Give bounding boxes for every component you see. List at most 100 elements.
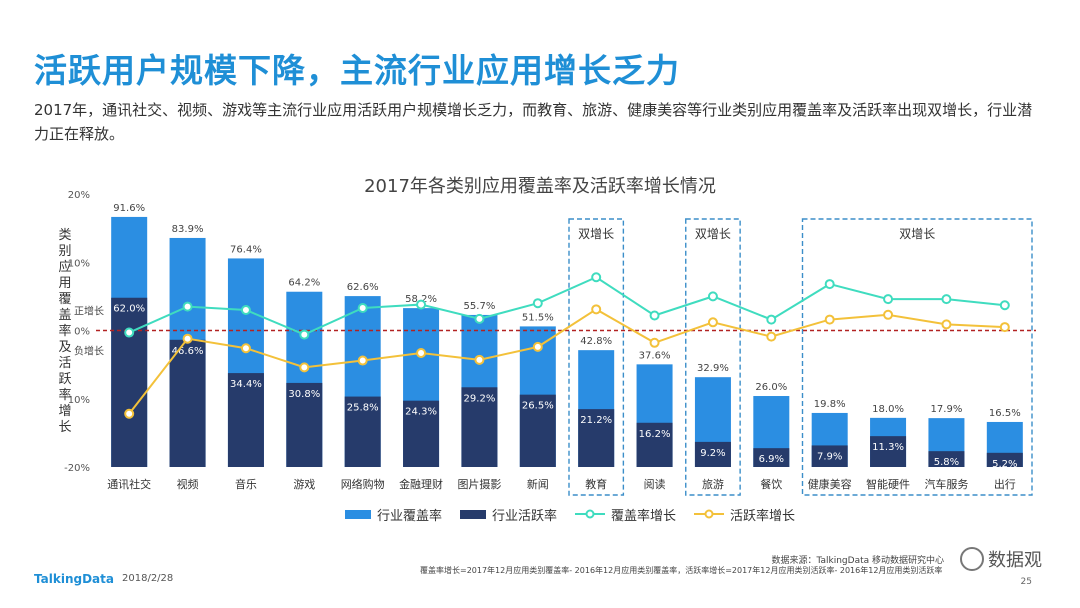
- active-value-label: 29.2%: [464, 393, 496, 404]
- active-bar: [403, 400, 440, 467]
- footer-logo: TalkingData: [34, 572, 114, 586]
- x-tick-label: 网络购物: [341, 477, 385, 491]
- legend-swatch-coverage-growth: [575, 509, 606, 519]
- active-value-label: 46.6%: [172, 346, 204, 357]
- watermark: 数据观: [960, 546, 1042, 572]
- x-tick-label: 通讯社交: [107, 477, 151, 491]
- x-tick-label: 金融理财: [399, 477, 443, 491]
- y-axis-label: 类别应用覆盖率及活跃率增长: [58, 228, 72, 435]
- y-tick-label: 0%: [74, 327, 90, 338]
- active-bar: [928, 451, 965, 467]
- coverage-growth-point: [649, 310, 660, 321]
- legend-label-active-growth: 活跃率增长: [730, 508, 796, 524]
- active-bar: [169, 339, 206, 467]
- footer-note: 覆盖率增长=2017年12月应用类别覆盖率- 2016年12月应用类别覆盖率，活…: [420, 566, 943, 575]
- y-tick-label: 10%: [68, 395, 90, 406]
- active-value-label: 6.9%: [759, 454, 784, 465]
- coverage-value-label: 17.9%: [931, 404, 963, 415]
- x-tick-label: 智能硬件: [866, 477, 910, 491]
- coverage-growth-point: [240, 305, 251, 316]
- active-value-label: 25.8%: [347, 403, 379, 414]
- double-growth-box: [801, 218, 1033, 496]
- x-tick-label: 视频: [177, 477, 199, 491]
- coverage-growth-point: [941, 294, 952, 305]
- coverage-value-label: 42.8%: [580, 336, 612, 347]
- coverage-growth-point: [883, 294, 894, 305]
- coverage-growth-point: [357, 302, 368, 313]
- active-bar: [636, 422, 673, 467]
- x-tick-label: 图片摄影: [457, 477, 501, 491]
- active-value-label: 5.2%: [992, 459, 1017, 470]
- coverage-value-label: 51.5%: [522, 312, 554, 323]
- legend-item-coverage-growth: 覆盖率增长: [575, 505, 676, 524]
- x-tick-label: 健康美容: [808, 477, 852, 491]
- legend-label-coverage: 行业覆盖率: [377, 508, 443, 524]
- coverage-value-label: 26.0%: [755, 382, 787, 393]
- active-growth-point: [416, 348, 427, 359]
- active-growth-point: [707, 317, 718, 328]
- coverage-growth-point: [124, 327, 135, 338]
- coverage-growth-point: [824, 279, 835, 290]
- active-growth-point: [124, 408, 135, 419]
- active-growth-point: [240, 343, 251, 354]
- active-value-label: 30.8%: [288, 389, 320, 400]
- active-value-label: 5.8%: [934, 457, 959, 468]
- active-growth-point: [474, 354, 485, 365]
- footer-date: 2018/2/28: [122, 573, 174, 584]
- active-bar: [753, 448, 790, 467]
- coverage-growth-point: [532, 298, 543, 309]
- chart-title: 2017年各类别应用覆盖率及活跃率增长情况: [364, 176, 716, 197]
- coverage-growth-point: [474, 313, 485, 324]
- x-tick-label: 教育: [585, 477, 607, 491]
- coverage-value-label: 37.6%: [639, 350, 671, 361]
- active-value-label: 26.5%: [522, 401, 554, 412]
- x-tick-label: 餐饮: [760, 477, 782, 491]
- active-growth-point: [766, 331, 777, 342]
- coverage-value-label: 19.8%: [814, 399, 846, 410]
- coverage-value-label: 55.7%: [464, 301, 496, 312]
- chart-legend: 行业覆盖率 行业活跃率 覆盖率增长 活跃率增长: [345, 504, 813, 524]
- legend-label-coverage-growth: 覆盖率增长: [611, 508, 677, 524]
- active-value-label: 21.2%: [580, 415, 612, 426]
- active-bar: [986, 452, 1023, 467]
- double-growth-box: [685, 218, 741, 496]
- active-growth-line: [128, 308, 1005, 415]
- active-growth-point: [591, 304, 602, 315]
- active-bar: [111, 297, 148, 467]
- double-growth-label: 双增长: [578, 227, 614, 241]
- coverage-growth-point: [999, 300, 1010, 311]
- active-bar: [461, 387, 498, 467]
- coverage-value-label: 18.0%: [872, 404, 904, 415]
- active-growth-point: [883, 309, 894, 320]
- double-growth-box: [568, 218, 625, 496]
- legend-swatch-coverage: [345, 509, 371, 519]
- active-bar: [811, 445, 848, 467]
- active-growth-point: [824, 314, 835, 325]
- active-value-label: 34.4%: [230, 379, 262, 390]
- watermark-text: 数据观: [988, 550, 1042, 571]
- coverage-value-label: 83.9%: [172, 224, 204, 235]
- slide-title: 活跃用户规模下降，主流行业应用增长乏力: [34, 51, 680, 90]
- active-value-label: 7.9%: [817, 451, 842, 462]
- double-growth-label: 双增长: [695, 227, 731, 241]
- active-growth-point: [532, 341, 543, 352]
- y-tick-label: -20%: [64, 463, 90, 474]
- active-growth-point: [999, 322, 1010, 333]
- legend-swatch-active-growth: [694, 509, 725, 519]
- active-value-label: 24.3%: [405, 407, 437, 418]
- active-value-label: 9.2%: [700, 448, 725, 459]
- active-bar: [344, 396, 381, 467]
- active-value-label: 11.3%: [872, 442, 904, 453]
- y-tick-label: 10%: [68, 258, 90, 269]
- coverage-growth-point: [591, 272, 602, 283]
- coverage-value-label: 76.4%: [230, 244, 262, 255]
- active-bar: [227, 373, 264, 467]
- negative-growth-label: 负增长: [74, 345, 104, 358]
- active-bar: [694, 441, 731, 467]
- x-tick-label: 音乐: [235, 477, 257, 491]
- x-tick-label: 汽车服务: [924, 477, 968, 491]
- active-bar: [578, 409, 615, 467]
- coverage-value-label: 62.6%: [347, 282, 379, 293]
- double-growth-label: 双增长: [899, 227, 935, 241]
